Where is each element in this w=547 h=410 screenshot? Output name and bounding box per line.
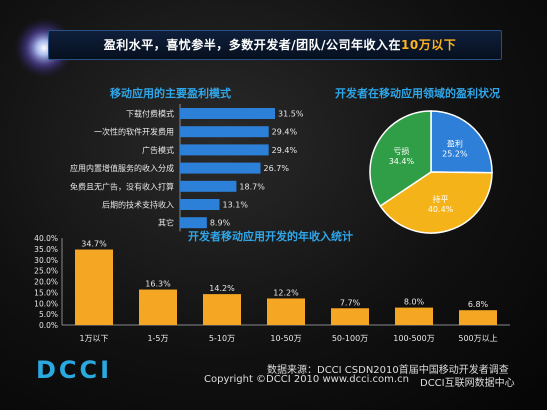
column-y-tick-label: 25.0% — [34, 267, 58, 276]
column-y-tick-label: 0.0% — [39, 321, 58, 330]
column-y-tick-label: 40.0% — [34, 234, 58, 243]
hbar — [180, 108, 275, 119]
column-value-label: 16.3% — [145, 280, 171, 289]
pie-slice-label: 盈利 — [447, 138, 463, 148]
column-value-label: 8.0% — [404, 298, 425, 307]
column-value-label: 34.7% — [81, 240, 107, 249]
column-category-label: 1万以下 — [79, 334, 108, 343]
bar-chart-title: 移动应用的主要盈利模式 — [110, 87, 231, 100]
column-category-label: 1-5万 — [147, 334, 168, 343]
data-source-text: 数据来源：DCCI CSDN2010首届中国移动开发者调查 — [267, 365, 509, 376]
pie-slice-value: 25.2% — [442, 149, 468, 158]
column-value-label: 7.7% — [340, 298, 361, 307]
column-category-label: 500万以上 — [458, 334, 497, 343]
column-bar — [75, 249, 113, 325]
organization-text: DCCI互联网数据中心 — [420, 378, 515, 389]
column-y-tick-label: 30.0% — [34, 256, 58, 265]
hbar — [180, 162, 261, 174]
column-y-tick-label: 20.0% — [34, 278, 58, 287]
pie-slice — [430, 110, 493, 174]
pie-slice-value: 34.4% — [389, 157, 415, 166]
hbar-value-label: 29.4% — [272, 128, 298, 137]
hbar-value-label: 29.4% — [272, 146, 298, 155]
title-bar — [48, 30, 502, 60]
column-category-label: 50-100万 — [332, 334, 368, 343]
hbar — [180, 144, 269, 156]
hbar — [180, 199, 220, 210]
hbar — [180, 180, 237, 192]
hbar-value-label: 31.5% — [278, 110, 304, 119]
hbar-category-label: 下载付费模式 — [126, 109, 174, 119]
hbar-value-label: 13.1% — [223, 201, 249, 210]
column-value-label: 6.8% — [468, 300, 489, 309]
dcci-logo: DCCI — [36, 356, 113, 384]
hbar — [180, 126, 269, 138]
hbar — [180, 217, 207, 229]
column-chart-title: 开发者移动应用开发的年收入统计 — [188, 230, 353, 243]
column-bar — [203, 294, 241, 325]
hbar-value-label: 26.7% — [264, 164, 290, 173]
column-bar — [395, 307, 433, 325]
column-value-label: 14.2% — [209, 284, 235, 293]
pie-slice-label: 持平 — [433, 194, 449, 204]
hbar-category-label: 免费且无广告，没有收入打算 — [70, 181, 174, 191]
column-y-tick-label: 35.0% — [34, 245, 58, 254]
column-bar — [267, 298, 305, 325]
pie-slice-value: 40.4% — [428, 205, 454, 214]
hbar-category-label: 应用内置增值服务的收入分成 — [70, 163, 174, 173]
column-category-label: 10-50万 — [270, 334, 301, 343]
page-title: 盈利水平，喜忧参半，多数开发者/团队/公司年收入在10万以下 — [103, 38, 457, 52]
column-y-tick-label: 15.0% — [34, 288, 58, 297]
hbar-category-label: 一次性的软件开发费用 — [94, 127, 174, 137]
column-y-tick-label: 5.0% — [39, 310, 58, 319]
hbar-category-label: 广告模式 — [142, 145, 174, 155]
column-bar — [459, 310, 497, 325]
column-category-label: 5-10万 — [209, 334, 235, 343]
pie-slice — [369, 110, 432, 208]
hbar-value-label: 8.9% — [210, 219, 231, 228]
column-bar — [139, 289, 177, 325]
hbar-value-label: 18.7% — [239, 182, 265, 191]
hbar-category-label: 后期的技术支持收入 — [102, 200, 174, 210]
column-value-label: 12.2% — [273, 288, 299, 297]
pie-chart-title: 开发者在移动应用领域的盈利状况 — [335, 87, 500, 100]
hbar-category-label: 其它 — [158, 218, 174, 228]
column-category-label: 100-500万 — [393, 334, 434, 343]
pie-slice — [379, 171, 493, 234]
pie-slice-label: 亏损 — [393, 146, 409, 156]
column-y-tick-label: 10.0% — [34, 299, 58, 308]
copyright-text: Copyright ©DCCI 2010 www.dcci.com.cn — [204, 374, 409, 385]
column-bar — [331, 308, 369, 325]
